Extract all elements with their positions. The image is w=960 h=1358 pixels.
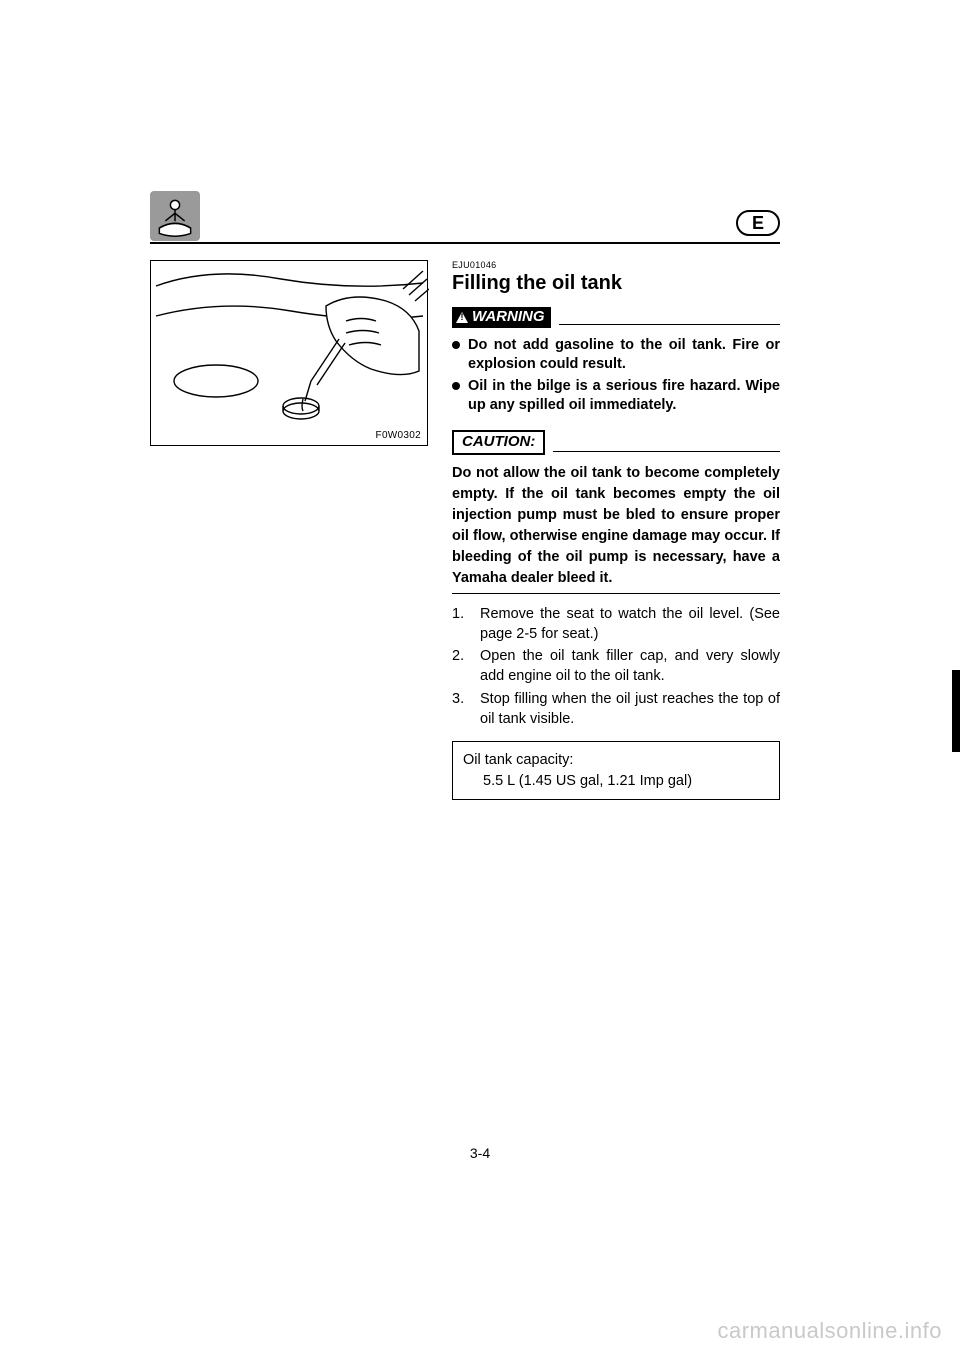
divider [452, 593, 780, 594]
rider-icon [150, 191, 200, 241]
step-item: 2. Open the oil tank filler cap, and ver… [452, 646, 780, 687]
language-badge: E [736, 210, 780, 236]
caution-text: Do not allow the oil tank to become comp… [452, 463, 780, 589]
warning-item-text: Oil in the bilge is a serious fire hazar… [468, 377, 780, 416]
page-number: 3-4 [0, 1145, 960, 1161]
step-number: 2. [452, 646, 472, 687]
bullet-icon [452, 382, 460, 390]
watermark: carmanualsonline.info [717, 1318, 942, 1344]
warning-badge: WARNING [452, 307, 551, 328]
warning-label: WARNING [472, 309, 545, 326]
section-tab-marker [952, 670, 960, 752]
caution-heading: CAUTION: [452, 430, 780, 455]
spec-value: 5.5 L (1.45 US gal, 1.21 Imp gal) [463, 771, 769, 791]
warning-triangle-icon [456, 312, 468, 323]
step-text: Stop filling when the oil just reaches t… [480, 689, 780, 730]
spec-box: Oil tank capacity: 5.5 L (1.45 US gal, 1… [452, 741, 780, 800]
warning-item-text: Do not add gasoline to the oil tank. Fir… [468, 336, 780, 375]
warning-item: Do not add gasoline to the oil tank. Fir… [452, 336, 780, 375]
rule-line [553, 451, 780, 452]
section-title: Filling the oil tank [452, 272, 780, 295]
step-item: 1. Remove the seat to watch the oil leve… [452, 604, 780, 645]
caution-badge: CAUTION: [452, 430, 545, 455]
bullet-icon [452, 341, 460, 349]
rule-line [559, 324, 781, 325]
warning-heading: WARNING [452, 307, 780, 328]
illustration-oil-fill: F0W0302 [150, 260, 428, 446]
steps-list: 1. Remove the seat to watch the oil leve… [452, 604, 780, 730]
reference-code: EJU01046 [452, 260, 780, 270]
warning-item: Oil in the bilge is a serious fire hazar… [452, 377, 780, 416]
step-number: 1. [452, 604, 472, 645]
step-item: 3. Stop filling when the oil just reache… [452, 689, 780, 730]
step-text: Remove the seat to watch the oil level. … [480, 604, 780, 645]
spec-label: Oil tank capacity: [463, 750, 769, 770]
step-text: Open the oil tank filler cap, and very s… [480, 646, 780, 687]
illustration-code: F0W0302 [376, 430, 421, 441]
warning-list: Do not add gasoline to the oil tank. Fir… [452, 336, 780, 416]
page-header: E [150, 190, 780, 244]
step-number: 3. [452, 689, 472, 730]
